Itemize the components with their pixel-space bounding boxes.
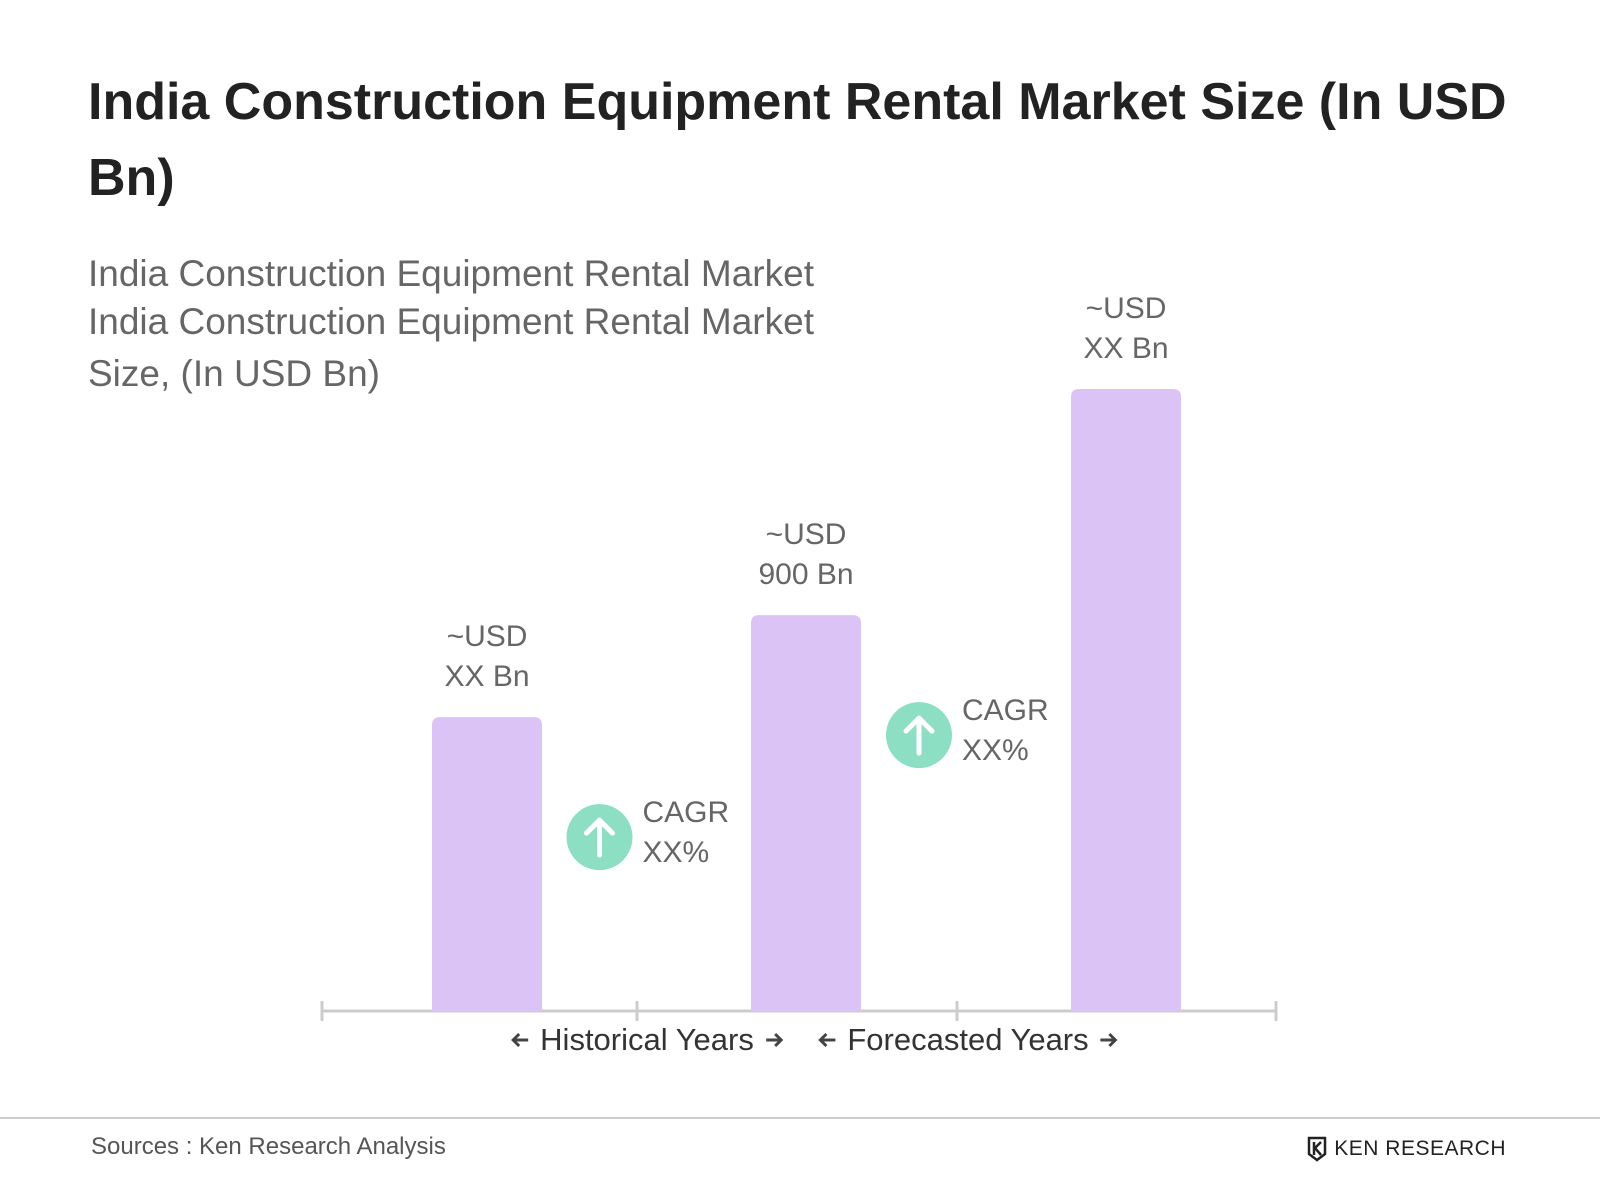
bar xyxy=(432,717,542,1011)
arrow xyxy=(818,1032,836,1048)
bar xyxy=(751,615,861,1011)
cagr-arrow xyxy=(903,715,935,756)
footer-rule xyxy=(0,1117,1600,1119)
subtitle: India Construction Equipment Rental Mark… xyxy=(88,253,814,294)
source: Sources : Ken Research Analysis xyxy=(91,1133,446,1160)
x-group-text: Forecasted Years xyxy=(847,1022,1089,1057)
arrow-path xyxy=(1100,1032,1118,1048)
cagr-arrow xyxy=(584,817,615,858)
arrow-path xyxy=(511,1032,529,1048)
cagr-label: CAGR XX% xyxy=(642,796,730,870)
x-group-label: Historical Years xyxy=(510,1022,784,1058)
cagr-label: CAGR XX% xyxy=(962,694,1049,768)
arrow xyxy=(765,1032,783,1048)
x-group-label: Forecasted Years xyxy=(817,1022,1118,1058)
logo-text: KEN RESEARCH xyxy=(1334,1137,1506,1160)
value-label: ~USD XX Bn xyxy=(1083,292,1169,365)
logo-icon xyxy=(1308,1136,1327,1162)
chart-title: India Construction Equipment Rental Mark… xyxy=(88,73,1507,207)
value-label: ~USD 900 Bn xyxy=(758,518,854,592)
subtitle: India Construction Equipment Rental Mark… xyxy=(88,301,814,394)
x-group-text: Historical Years xyxy=(540,1022,754,1057)
arrow-path xyxy=(818,1032,836,1048)
arrow-path xyxy=(765,1032,783,1048)
bar xyxy=(1071,389,1181,1011)
arrow xyxy=(511,1032,529,1048)
logo: KEN RESEARCH xyxy=(1306,1136,1506,1162)
arrow xyxy=(1100,1032,1118,1048)
value-label: ~USD XX Bn xyxy=(444,620,530,694)
